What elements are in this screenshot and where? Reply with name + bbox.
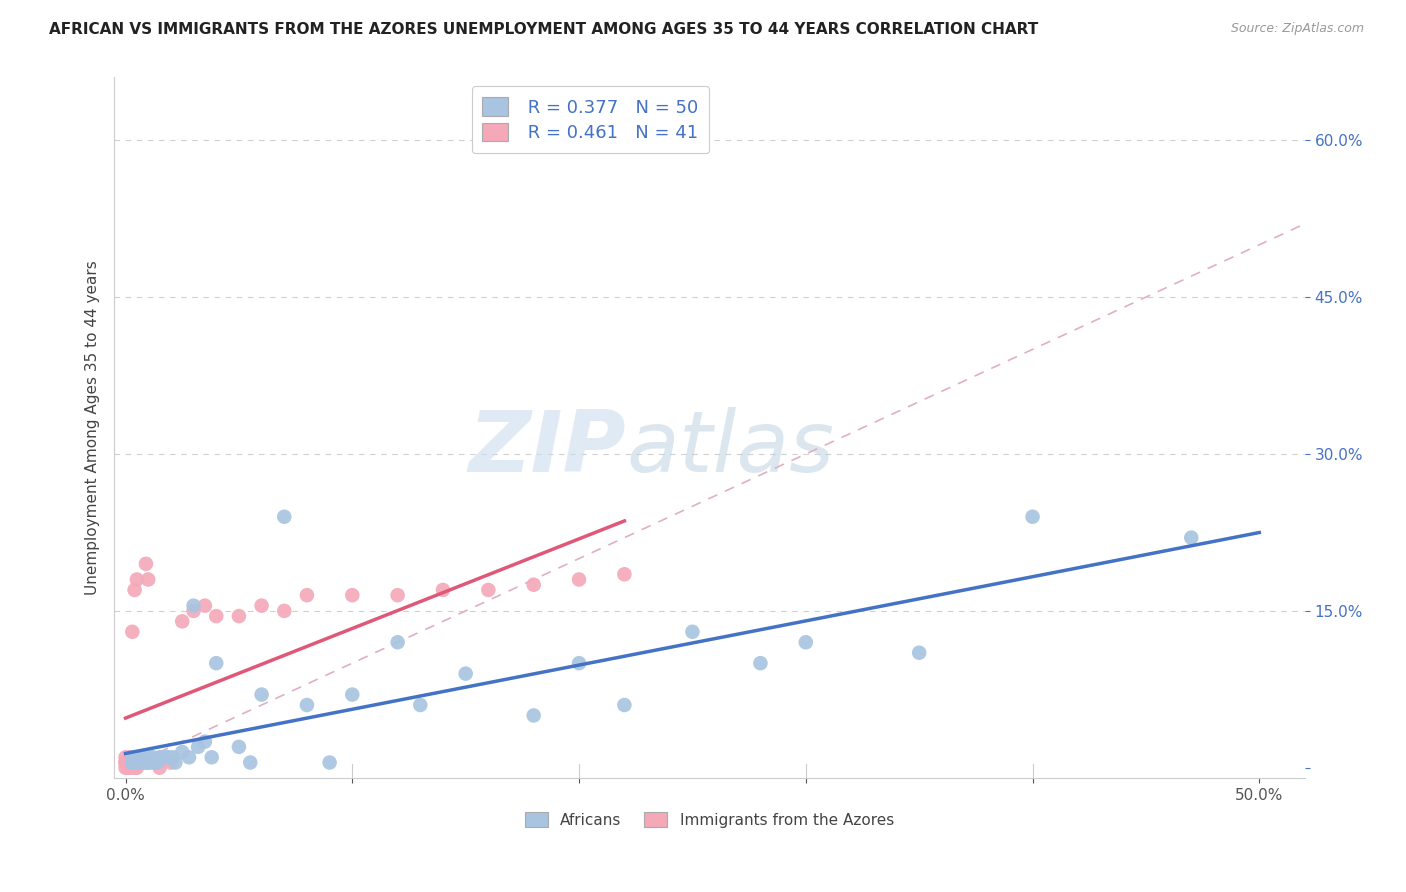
Point — [117, 756, 139, 770]
Point — [143, 756, 166, 770]
Point — [749, 656, 772, 670]
Point — [295, 698, 318, 712]
Legend: Africans, Immigrants from the Azores: Africans, Immigrants from the Azores — [519, 805, 900, 834]
Point — [387, 588, 409, 602]
Point — [135, 756, 157, 770]
Point — [183, 599, 205, 613]
Point — [172, 615, 194, 629]
Point — [165, 756, 187, 770]
Point — [120, 750, 142, 764]
Point — [523, 708, 546, 723]
Point — [613, 567, 636, 582]
Point — [148, 761, 170, 775]
Point — [162, 750, 184, 764]
Point — [228, 739, 250, 754]
Point — [568, 573, 591, 587]
Point — [150, 750, 173, 764]
Point — [136, 573, 159, 587]
Point — [124, 756, 146, 770]
Point — [250, 688, 273, 702]
Point — [454, 666, 477, 681]
Point — [121, 756, 143, 770]
Point — [114, 761, 136, 775]
Text: ZIP: ZIP — [468, 408, 626, 491]
Point — [125, 756, 148, 770]
Point — [132, 756, 155, 770]
Point — [342, 688, 364, 702]
Point — [128, 750, 150, 764]
Point — [114, 756, 136, 770]
Point — [139, 756, 162, 770]
Point — [342, 588, 364, 602]
Point — [295, 588, 318, 602]
Point — [148, 750, 170, 764]
Point — [160, 756, 183, 770]
Point — [613, 698, 636, 712]
Point — [117, 761, 139, 775]
Point — [477, 582, 499, 597]
Point — [131, 750, 153, 764]
Text: AFRICAN VS IMMIGRANTS FROM THE AZORES UNEMPLOYMENT AMONG AGES 35 TO 44 YEARS COR: AFRICAN VS IMMIGRANTS FROM THE AZORES UN… — [49, 22, 1039, 37]
Point — [125, 761, 148, 775]
Point — [523, 578, 546, 592]
Point — [114, 750, 136, 764]
Point — [124, 761, 146, 775]
Point — [568, 656, 591, 670]
Point — [432, 582, 454, 597]
Point — [142, 750, 165, 764]
Point — [120, 756, 142, 770]
Text: atlas: atlas — [626, 408, 834, 491]
Point — [194, 599, 217, 613]
Point — [125, 750, 148, 764]
Point — [121, 756, 143, 770]
Y-axis label: Unemployment Among Ages 35 to 44 years: Unemployment Among Ages 35 to 44 years — [86, 260, 100, 595]
Point — [409, 698, 432, 712]
Point — [681, 624, 703, 639]
Point — [131, 756, 153, 770]
Point — [136, 756, 159, 770]
Point — [157, 750, 180, 764]
Point — [172, 745, 194, 759]
Point — [250, 599, 273, 613]
Point — [132, 756, 155, 770]
Point — [228, 609, 250, 624]
Point — [155, 750, 177, 764]
Point — [120, 761, 142, 775]
Point — [318, 756, 340, 770]
Point — [124, 756, 146, 770]
Point — [1021, 509, 1043, 524]
Point — [121, 750, 143, 764]
Point — [125, 756, 148, 770]
Point — [132, 756, 155, 770]
Point — [128, 756, 150, 770]
Point — [136, 750, 159, 764]
Point — [1180, 531, 1202, 545]
Point — [273, 509, 295, 524]
Point — [124, 582, 146, 597]
Point — [187, 739, 209, 754]
Point — [121, 756, 143, 770]
Point — [201, 750, 224, 764]
Point — [387, 635, 409, 649]
Point — [183, 604, 205, 618]
Point — [146, 756, 169, 770]
Point — [136, 756, 159, 770]
Point — [205, 656, 228, 670]
Point — [177, 750, 200, 764]
Point — [205, 609, 228, 624]
Point — [121, 756, 143, 770]
Text: Source: ZipAtlas.com: Source: ZipAtlas.com — [1230, 22, 1364, 36]
Point — [114, 756, 136, 770]
Point — [239, 756, 262, 770]
Point — [908, 646, 931, 660]
Point — [135, 557, 157, 571]
Point — [125, 750, 148, 764]
Point — [794, 635, 817, 649]
Point — [121, 624, 143, 639]
Point — [273, 604, 295, 618]
Point — [194, 734, 217, 748]
Point — [125, 573, 148, 587]
